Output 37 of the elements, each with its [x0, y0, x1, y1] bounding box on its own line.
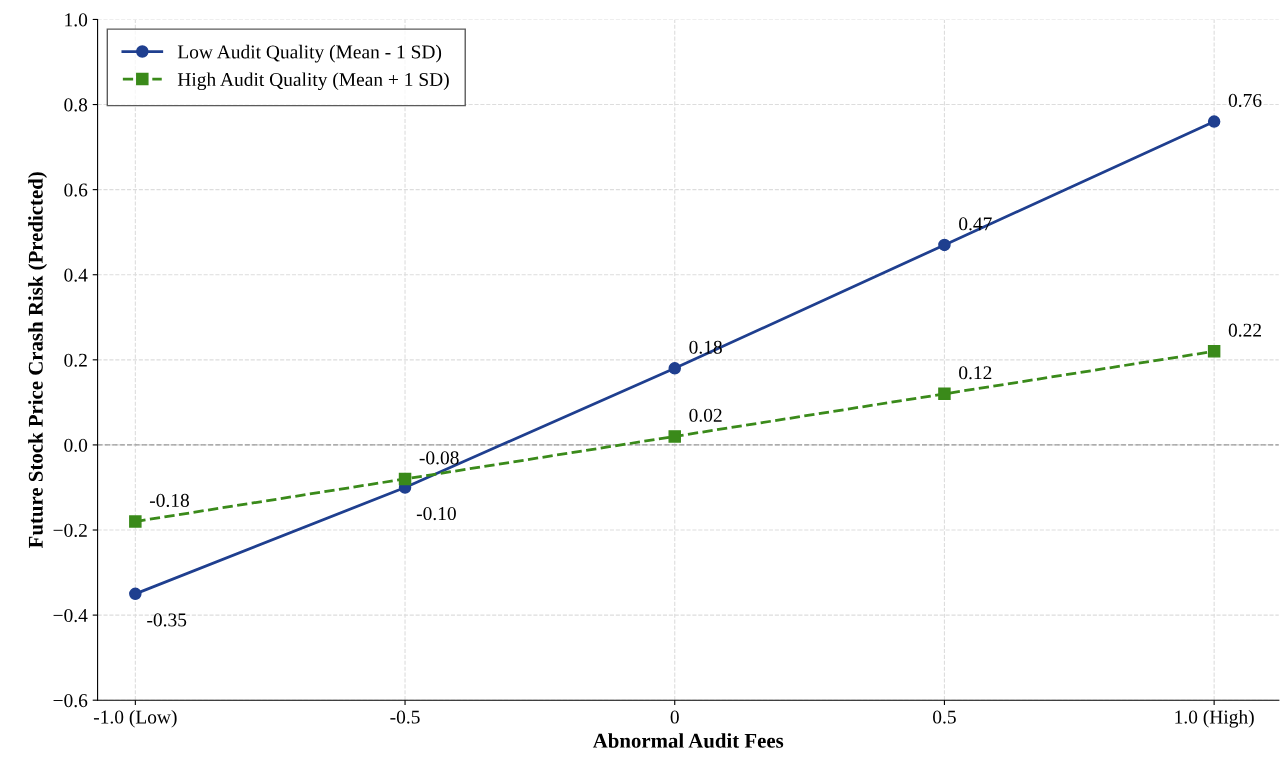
point — [668, 362, 681, 375]
data-label: -0.10 — [416, 506, 456, 521]
data-label: 0.02 — [689, 408, 722, 422]
y-tick-label: −0.4 — [53, 608, 88, 623]
x-tick-label: 1.0 (High) — [1175, 709, 1254, 728]
point — [1207, 115, 1221, 128]
y-tick-label: 0.6 — [64, 183, 88, 197]
y-tick-label: 0.0 — [64, 438, 88, 452]
data-label: 0.47 — [959, 217, 992, 231]
point — [1207, 345, 1221, 358]
y-tick-label: −0.6 — [53, 694, 88, 708]
x-axis-title: Abnormal Audit Fees — [592, 733, 784, 748]
y-tick-label: 1.0 — [65, 13, 88, 27]
x-tick-label: -1.0 (Low) — [93, 709, 177, 728]
y-tick-label: −0.2 — [53, 523, 87, 538]
y-tick-label: 0.2 — [64, 353, 87, 367]
data-label: 0.76 — [1228, 93, 1262, 108]
data-label: -0.18 — [149, 493, 189, 508]
y-axis-title: Future Stock Price Crash Risk (Predicted) — [28, 172, 48, 549]
legend-label: High Audit Quality (Mean + 1 SD) — [177, 72, 449, 91]
point — [129, 587, 142, 601]
data-label: -0.08 — [419, 451, 459, 465]
point — [668, 430, 681, 443]
x-tick-label: -0.5 — [390, 710, 420, 724]
point — [938, 387, 951, 401]
y-tick-label: 0.8 — [64, 98, 88, 112]
y-tick-label: 0.4 — [64, 268, 88, 282]
x-tick-label: 0.5 — [933, 710, 956, 724]
data-label: -0.35 — [147, 613, 187, 627]
x-tick-label: 0 — [670, 710, 679, 724]
data-label: 0.22 — [1228, 323, 1261, 337]
data-label: 0.18 — [689, 340, 722, 354]
data-label: 0.12 — [959, 366, 992, 380]
point — [129, 515, 142, 528]
legend-label: Low Audit Quality (Mean - 1 SD) — [177, 44, 442, 63]
point — [938, 238, 951, 252]
point — [398, 472, 412, 486]
